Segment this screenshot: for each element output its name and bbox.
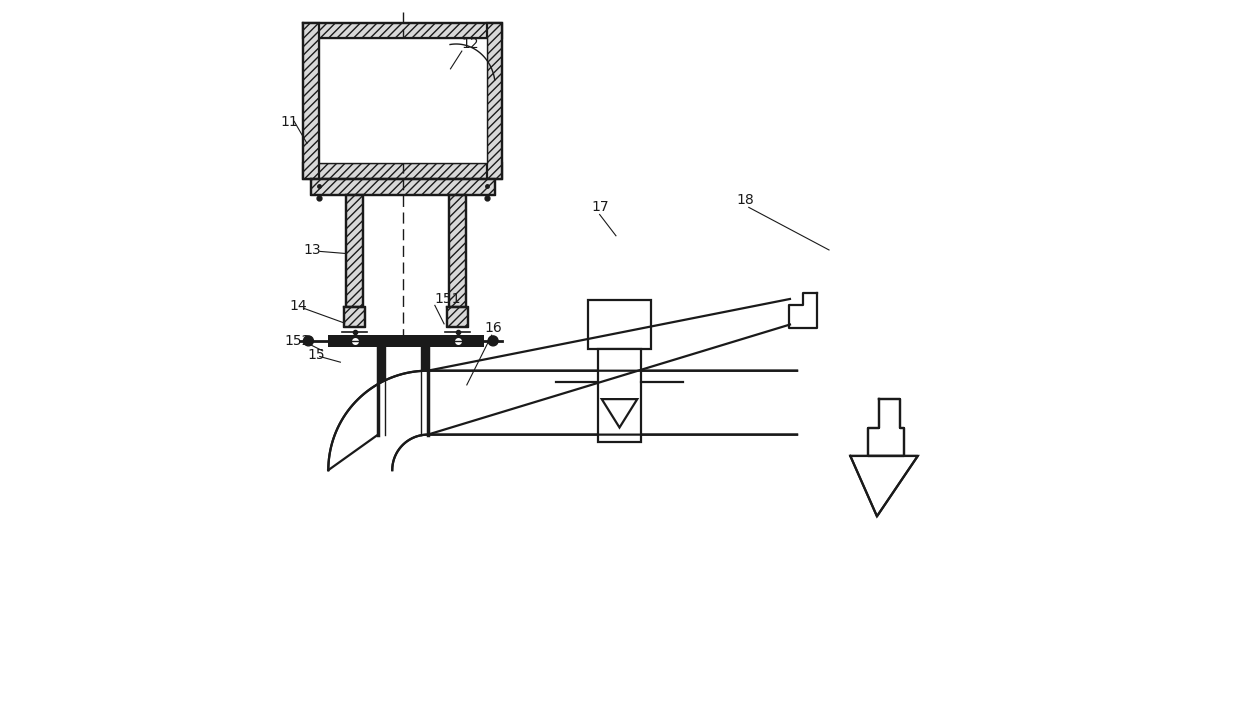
Bar (346, 195, 363, 307)
Bar (788, 292, 817, 328)
Polygon shape (850, 456, 918, 516)
Bar (311, 179, 496, 195)
Circle shape (488, 336, 498, 346)
Text: 11: 11 (280, 115, 297, 128)
Text: 12: 12 (462, 37, 479, 51)
Bar (869, 399, 918, 456)
Text: 14: 14 (289, 299, 307, 313)
Bar (487, 23, 502, 179)
Text: 151: 151 (435, 292, 461, 306)
Text: 15: 15 (307, 348, 325, 361)
Bar (449, 195, 466, 307)
Bar (587, 299, 652, 349)
Text: 17: 17 (591, 200, 608, 214)
Text: 18: 18 (737, 193, 755, 207)
Text: 152: 152 (284, 334, 311, 348)
Text: 13: 13 (304, 242, 321, 257)
Circle shape (819, 236, 981, 399)
Bar (420, 347, 427, 435)
Bar (447, 307, 468, 327)
Bar (378, 347, 385, 435)
Bar (304, 23, 320, 179)
Bar (598, 349, 641, 442)
Text: 16: 16 (484, 321, 502, 334)
Polygon shape (602, 399, 637, 428)
Bar (385, 347, 420, 435)
Bar (304, 163, 502, 179)
Bar (304, 23, 502, 39)
Polygon shape (328, 371, 797, 470)
Bar (328, 335, 484, 347)
Bar (344, 307, 366, 327)
Circle shape (304, 336, 313, 346)
Bar (320, 39, 487, 163)
